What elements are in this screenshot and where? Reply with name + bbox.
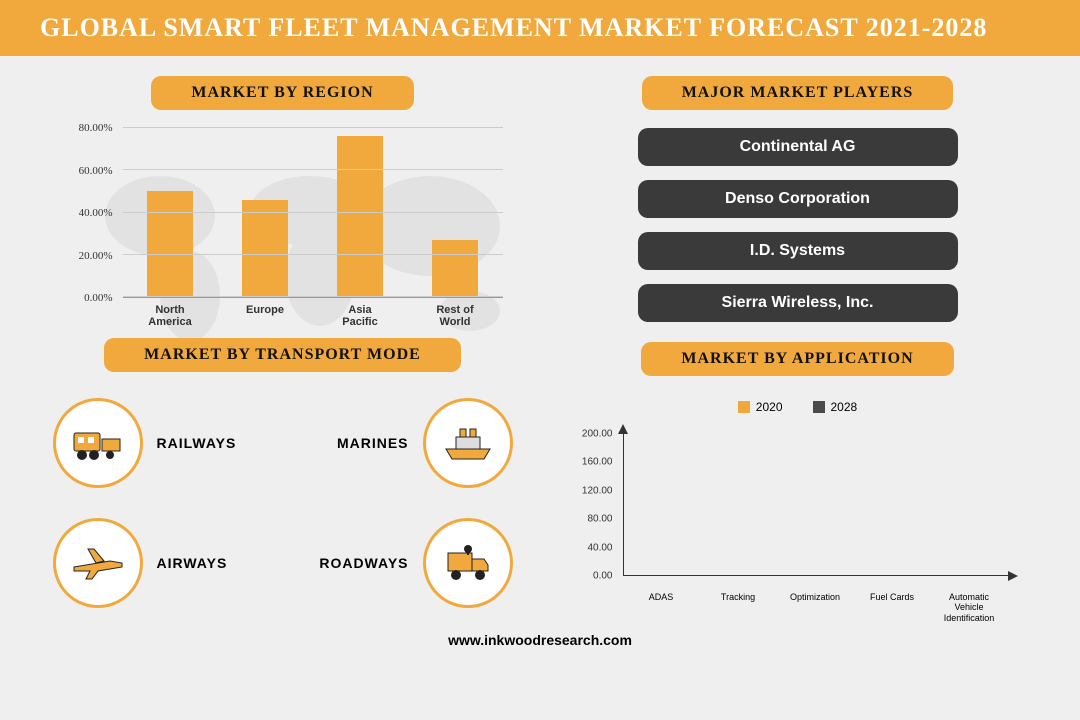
x-tick-label: Fuel Cards (857, 592, 927, 624)
x-tick-label: North America (140, 304, 200, 328)
y-tick-label: 0.00% (84, 292, 112, 304)
gridline (123, 254, 503, 255)
y-tick-label: 120.00 (582, 485, 613, 496)
y-tick-label: 60.00% (79, 165, 113, 177)
x-axis-arrow (1008, 571, 1018, 581)
transport-mode: RAILWAYS (53, 398, 263, 488)
application-chart-wrap: 2020 2028 0.00 40.00 80.00 120.00 160.00 200.0… (568, 400, 1028, 624)
application-bar-chart: 0.00 40.00 80.00 120.00 160.00 200.00 ADASTra… (568, 424, 1028, 624)
player-pill: Sierra Wireless, Inc. (638, 284, 958, 322)
x-tick-label: Automatic Vehicle Identification (934, 592, 1004, 624)
header-bar: GLOBAL SMART FLEET MANAGEMENT MARKET FOR… (0, 0, 1080, 56)
x-tick-label: Rest of World (425, 304, 485, 328)
legend-label: 2028 (831, 400, 858, 414)
x-tick-label: Asia Pacific (330, 304, 390, 328)
transport-grid: RAILWAYS MARINES AIRWAYS ROADWAYS (53, 398, 513, 608)
transport-label: AIRWAYS (157, 555, 228, 571)
y-tick-label: 20.00% (79, 250, 113, 262)
region-bar (242, 200, 288, 297)
transport-label: ROADWAYS (319, 555, 408, 571)
player-pill: Denso Corporation (638, 180, 958, 218)
legend-item: 2020 (738, 400, 783, 414)
legend-item: 2028 (813, 400, 858, 414)
region-bar-chart: 0.00%20.00%40.00%60.00%80.00% North Amer… (53, 128, 513, 328)
application-heading: MARKET BY APPLICATION (641, 342, 953, 376)
region-bar (147, 191, 193, 297)
page-title: GLOBAL SMART FLEET MANAGEMENT MARKET FOR… (40, 13, 987, 43)
right-column: MAJOR MARKET PLAYERS Continental AG Denso… (555, 76, 1040, 624)
region-heading: MARKET BY REGION (151, 76, 413, 110)
player-pill: Continental AG (638, 128, 958, 166)
transport-mode: AIRWAYS (53, 518, 263, 608)
legend-swatch (738, 401, 750, 413)
x-tick-label: Optimization (780, 592, 850, 624)
ship-icon (423, 398, 513, 488)
footer-url: www.inkwoodresearch.com (0, 632, 1080, 648)
truck-icon (423, 518, 513, 608)
y-tick-label: 40.00 (587, 542, 612, 553)
x-tick-label: Europe (235, 304, 295, 328)
gridline (123, 169, 503, 170)
transport-mode: MARINES (303, 398, 513, 488)
transport-label: MARINES (337, 435, 409, 451)
left-column: MARKET BY REGION 0.00% 20.00% 40.00% 60.00%… (40, 76, 525, 624)
gridline (123, 212, 503, 213)
legend-label: 2020 (756, 400, 783, 414)
y-tick-label: 200.00 (582, 429, 613, 440)
content-grid: MARKET BY REGION 0.00% 20.00% 40.00% 60.00%… (0, 56, 1080, 624)
app-legend: 2020 2028 (568, 400, 1028, 414)
x-tick-label: Tracking (703, 592, 773, 624)
players-heading: MAJOR MARKET PLAYERS (642, 76, 954, 110)
region-bar (432, 240, 478, 297)
player-pill: I.D. Systems (638, 232, 958, 270)
transport-label: RAILWAYS (157, 435, 237, 451)
plane-icon (53, 518, 143, 608)
gridline (123, 296, 503, 297)
transport-heading: MARKET BY TRANSPORT MODE (104, 338, 461, 372)
y-tick-label: 160.00 (582, 457, 613, 468)
transport-mode: ROADWAYS (303, 518, 513, 608)
gridline (123, 127, 503, 128)
y-tick-label: 80.00% (79, 122, 113, 134)
y-axis-arrow (618, 424, 628, 434)
players-list: Continental AG Denso Corporation I.D. Syst… (638, 128, 958, 336)
train-icon (53, 398, 143, 488)
region-bar (337, 136, 383, 297)
y-tick-label: 40.00% (79, 207, 113, 219)
y-tick-label: 0.00 (593, 571, 612, 582)
y-tick-label: 80.00 (587, 514, 612, 525)
x-tick-label: ADAS (626, 592, 696, 624)
legend-swatch (813, 401, 825, 413)
